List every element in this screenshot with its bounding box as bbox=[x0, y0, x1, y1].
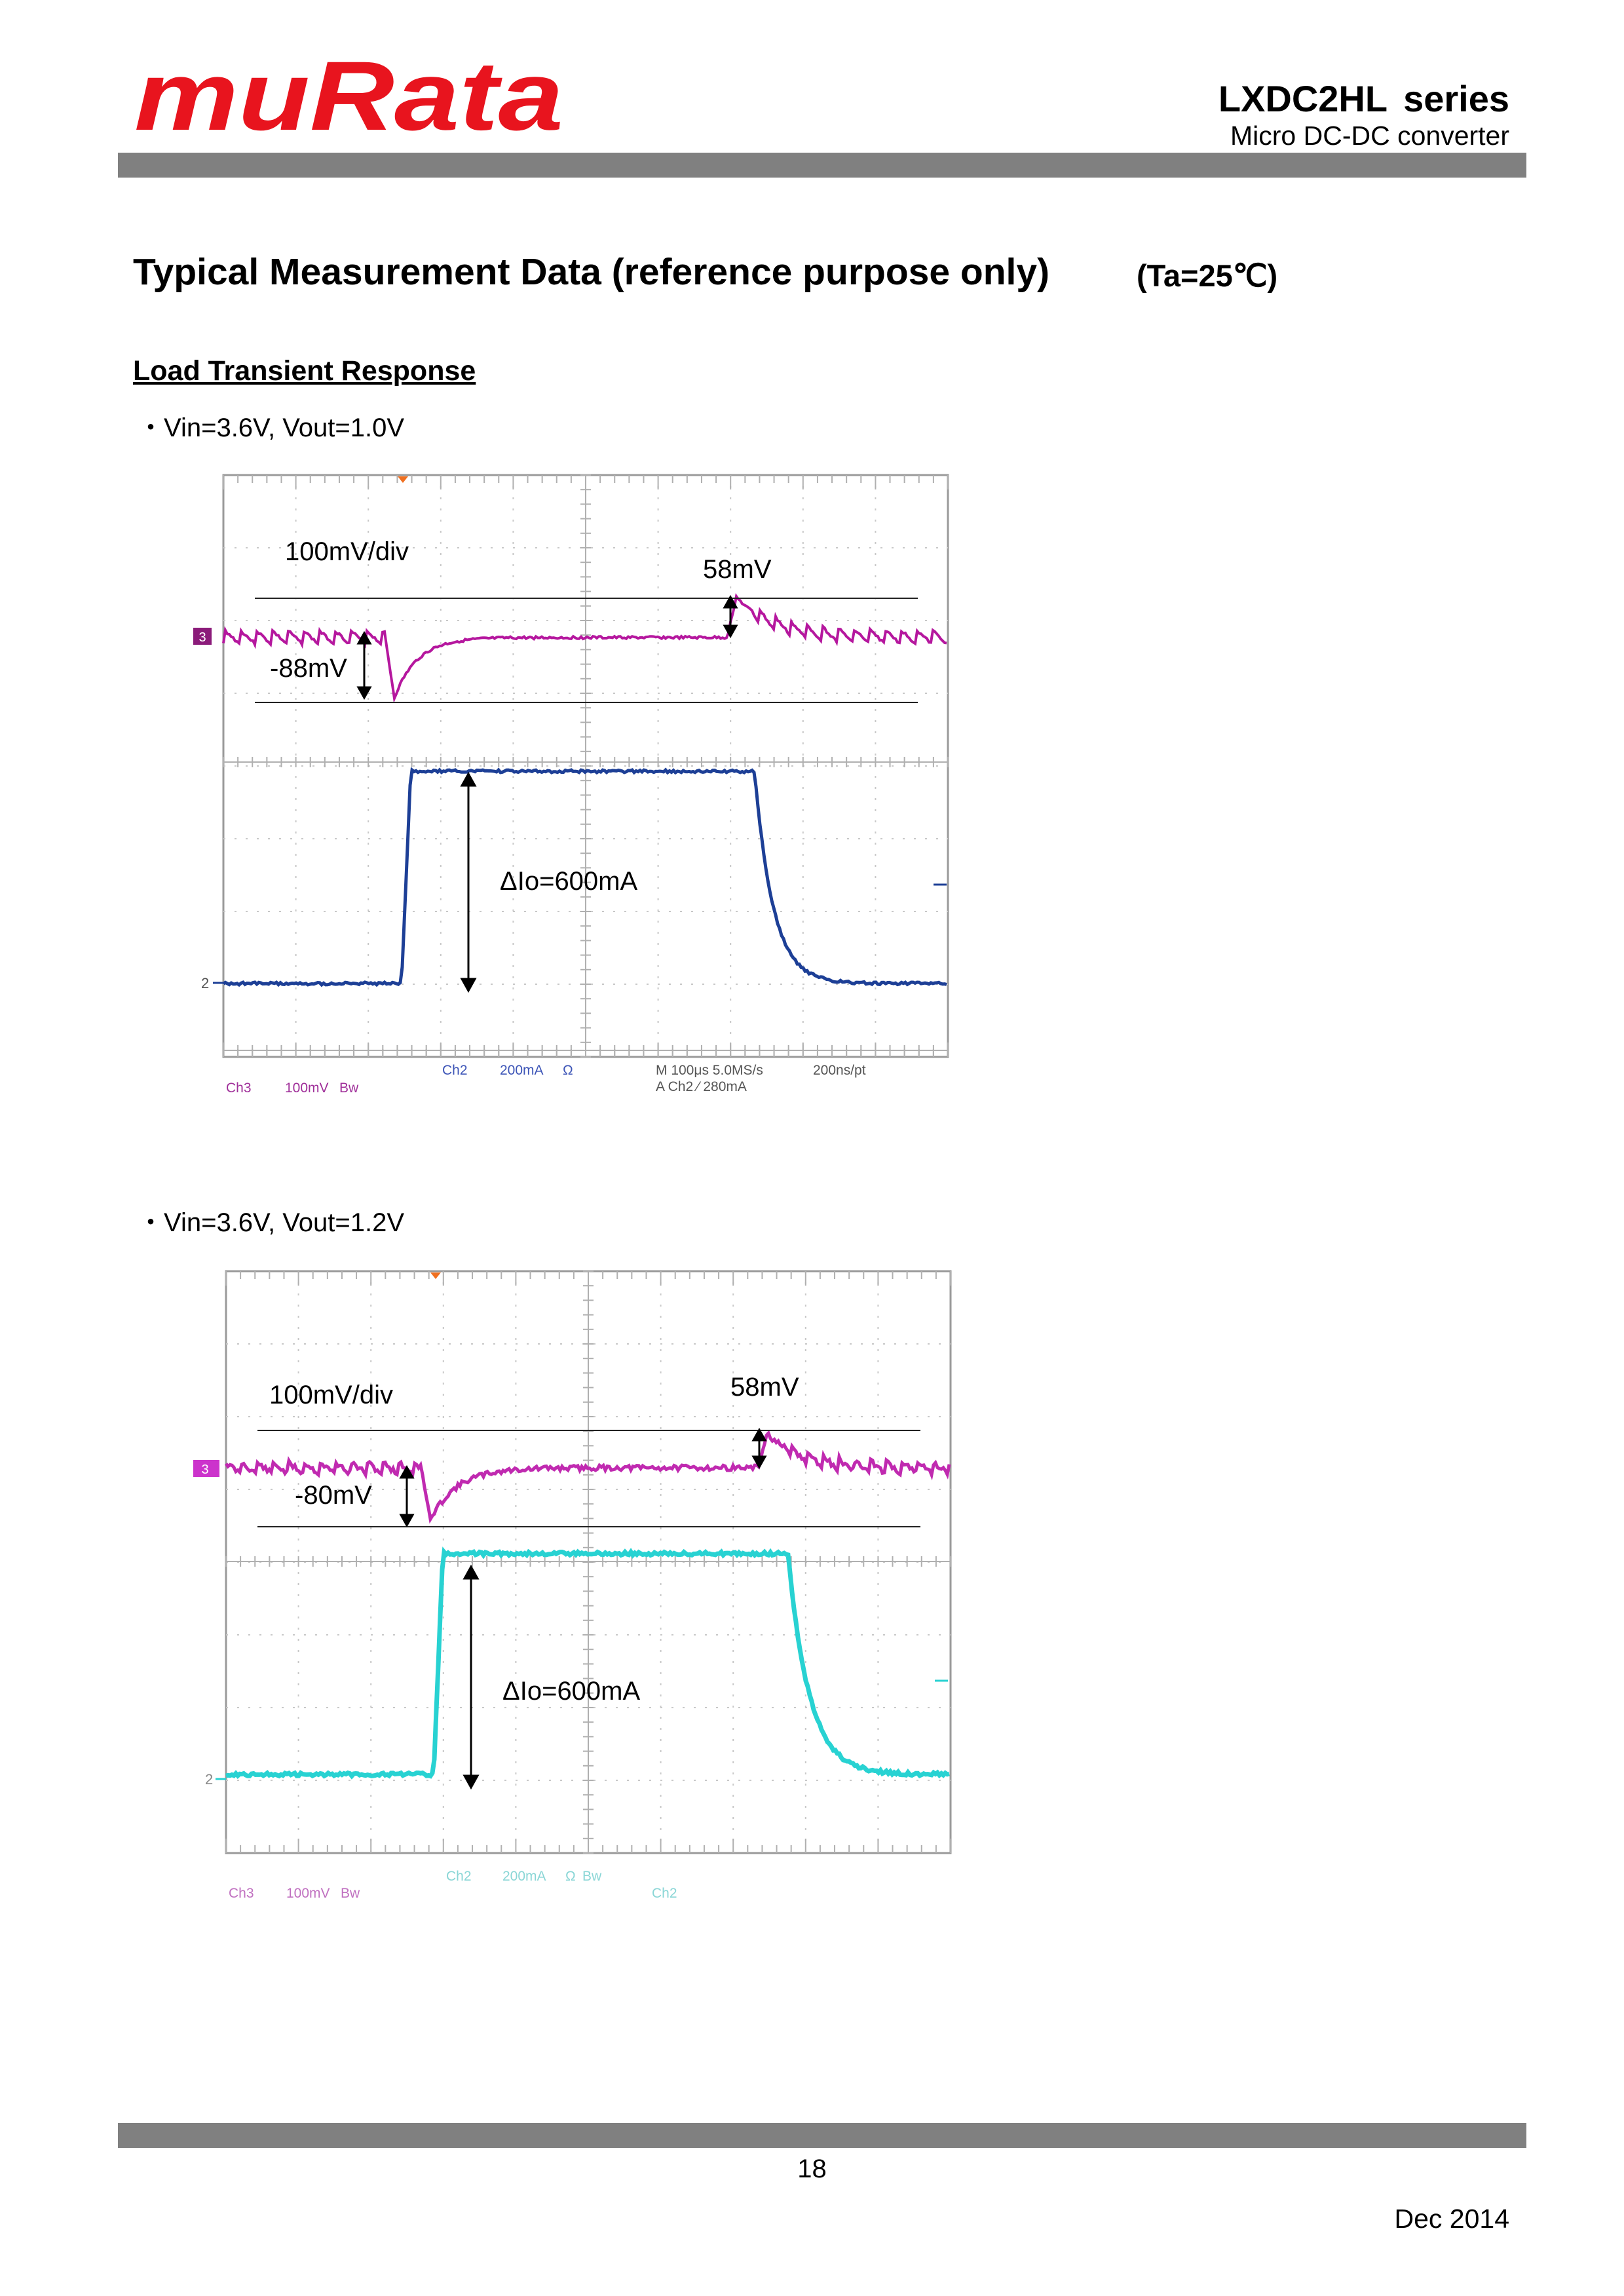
scope-graticule bbox=[223, 474, 949, 1058]
svg-text:200mA: 200mA bbox=[502, 1869, 546, 1884]
scope-readout: Ch3 100mV Bw Ch2 200mA Ω Bw Ch2 bbox=[229, 1869, 677, 1901]
undershoot-label: -88mV bbox=[270, 654, 347, 683]
svg-text:Ch3: Ch3 bbox=[226, 1081, 252, 1096]
temperature-condition: (Ta=25℃) bbox=[1137, 258, 1278, 293]
scope-readout: Ch3 100mV Bw Ch2 200mA Ω M 100μs 5.0MS/s… bbox=[226, 1063, 866, 1096]
svg-text:Ch2: Ch2 bbox=[446, 1869, 472, 1884]
overshoot-arrow bbox=[751, 1427, 767, 1470]
svg-text:Ch3: Ch3 bbox=[229, 1886, 254, 1901]
io-trace bbox=[225, 1546, 950, 1780]
oscilloscope-capture-1: 3 2 100mV/div 58mV -88mV ΔIo=600mA Ch3 1… bbox=[193, 474, 949, 1096]
page-number: 18 bbox=[797, 2154, 827, 2183]
overshoot-arrow bbox=[723, 594, 738, 639]
delta-io-arrow bbox=[463, 1564, 480, 1790]
scale-label: 100mV/div bbox=[269, 1381, 393, 1409]
svg-text:200ns/pt: 200ns/pt bbox=[813, 1063, 866, 1078]
ch3-marker-label: 3 bbox=[201, 1463, 208, 1477]
series-name: LXDC2HL series bbox=[1218, 78, 1509, 119]
vout-trace bbox=[222, 593, 947, 703]
ch2-marker-label: 2 bbox=[205, 1771, 213, 1788]
undershoot-arrow bbox=[399, 1464, 415, 1528]
overshoot-label: 58mV bbox=[730, 1373, 799, 1402]
ch3-marker bbox=[193, 1460, 219, 1477]
delta-io-label: ΔIo=600mA bbox=[500, 867, 637, 896]
page-title: Typical Measurement Data (reference purp… bbox=[133, 251, 1050, 293]
section-heading: Load Transient Response bbox=[133, 355, 476, 387]
plot1-condition: ・Vin=3.6V, Vout=1.0V bbox=[138, 413, 405, 442]
ch3-marker-label: 3 bbox=[198, 630, 206, 645]
delta-io-label: ΔIo=600mA bbox=[502, 1677, 640, 1706]
svg-text:muRata: muRata bbox=[134, 41, 563, 147]
undershoot-arrow bbox=[356, 630, 372, 700]
plot2-condition: ・Vin=3.6V, Vout=1.2V bbox=[138, 1208, 405, 1237]
svg-text:Bw: Bw bbox=[339, 1081, 359, 1096]
svg-text:Bw: Bw bbox=[341, 1886, 360, 1901]
svg-text:100mV: 100mV bbox=[286, 1886, 330, 1901]
svg-text:Bw: Bw bbox=[582, 1869, 602, 1884]
overshoot-label: 58mV bbox=[703, 555, 772, 584]
header-divider bbox=[118, 153, 1526, 178]
svg-text:100mV: 100mV bbox=[285, 1081, 329, 1096]
svg-text:Ch2: Ch2 bbox=[652, 1886, 677, 1901]
undershoot-label: -80mV bbox=[295, 1481, 372, 1510]
product-subtitle: Micro DC-DC converter bbox=[1230, 121, 1509, 151]
murata-logo: muRata bbox=[134, 41, 563, 147]
svg-text:Ω: Ω bbox=[563, 1063, 573, 1078]
ch2-marker-label: 2 bbox=[201, 975, 209, 991]
svg-text:M 100μs 5.0MS/s: M 100μs 5.0MS/s bbox=[656, 1063, 763, 1078]
io-trace bbox=[222, 767, 947, 987]
svg-text:A Ch2 ∕ 280mA: A Ch2 ∕ 280mA bbox=[656, 1079, 747, 1094]
oscilloscope-capture-2: 3 2 100mV/div 58mV -80mV ΔIo=600mA Ch3 1… bbox=[193, 1270, 952, 1901]
document-date: Dec 2014 bbox=[1394, 2204, 1509, 2234]
vout-trace bbox=[224, 1430, 951, 1524]
svg-text:200mA: 200mA bbox=[500, 1063, 544, 1078]
delta-io-arrow bbox=[460, 771, 477, 993]
trigger-position-marker bbox=[430, 1272, 441, 1279]
trigger-position-marker bbox=[398, 476, 408, 483]
svg-text:Ω: Ω bbox=[565, 1869, 576, 1884]
svg-text:Ch2: Ch2 bbox=[442, 1063, 468, 1078]
scope-graticule bbox=[225, 1271, 951, 1854]
scale-label: 100mV/div bbox=[285, 537, 409, 566]
ch3-marker bbox=[193, 628, 212, 645]
footer-divider bbox=[118, 2123, 1526, 2148]
